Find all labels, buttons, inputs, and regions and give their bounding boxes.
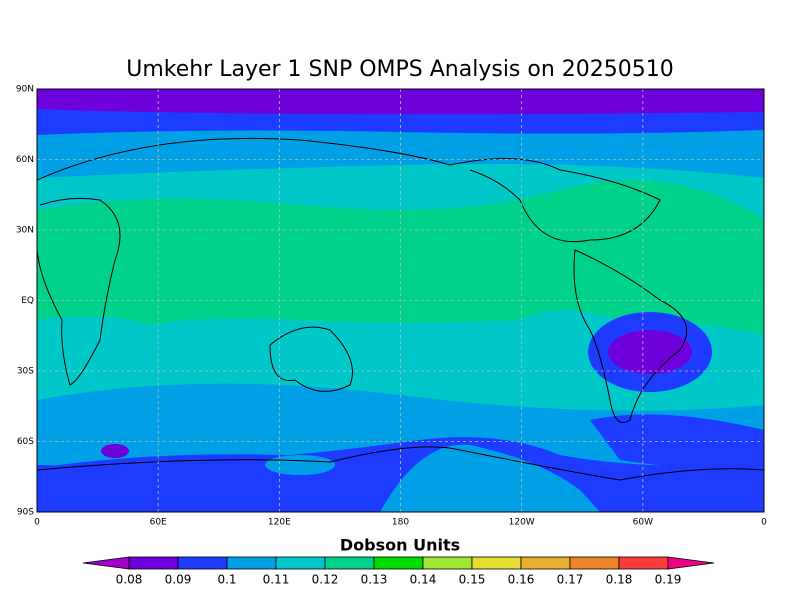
colorbar-label: 0.13 (361, 573, 388, 587)
lon-label: 60W (633, 518, 653, 528)
colorbar-title: Dobson Units (340, 536, 460, 555)
plot-frame (36, 88, 765, 513)
colorbar-box (177, 556, 228, 570)
lat-label: 60N (16, 155, 34, 165)
lat-label: 90S (17, 508, 34, 518)
graticule (37, 89, 764, 512)
colorbar-label: 0.12 (312, 573, 339, 587)
colorbar-box (226, 556, 277, 570)
lon-label: 0 (761, 518, 767, 528)
lon-label: 180 (392, 518, 409, 528)
colorbar-label: 0.1 (217, 573, 236, 587)
colorbar-label: 0.18 (606, 573, 633, 587)
lat-label: 30S (17, 367, 34, 377)
colorbar-box (324, 556, 375, 570)
colorbar-label: 0.16 (508, 573, 535, 587)
map-title: Umkehr Layer 1 SNP OMPS Analysis on 2025… (126, 57, 674, 82)
colorbar-box (422, 556, 473, 570)
colorbar-box (373, 556, 424, 570)
lat-label: 90N (16, 85, 34, 95)
lon-label: 120W (509, 518, 535, 528)
lat-label: 30N (16, 226, 34, 236)
colorbar-label: 0.08 (116, 573, 143, 587)
lat-label: EQ (21, 296, 34, 306)
lat-label: 60S (17, 437, 34, 447)
lon-label: 120E (268, 518, 291, 528)
colorbar-box (128, 556, 179, 570)
colorbar-label: 0.14 (410, 573, 437, 587)
colorbar-low-triangle (82, 556, 130, 570)
colorbar-label: 0.15 (459, 573, 486, 587)
lon-label: 60E (150, 518, 167, 528)
colorbar-box (520, 556, 571, 570)
colorbar-box (275, 556, 326, 570)
colorbar-box (618, 556, 669, 570)
colorbar-label: 0.17 (557, 573, 584, 587)
colorbar-box (471, 556, 522, 570)
colorbar-box (569, 556, 620, 570)
colorbar: 0.08 0.09 0.1 0.11 0.12 0.13 0.14 0.15 0.16 0.17 0… (82, 556, 715, 587)
colorbar-label: 0.11 (263, 573, 290, 587)
colorbar-label: 0.09 (165, 573, 192, 587)
colorbar-high-triangle (667, 556, 715, 570)
colorbar-label: 0.19 (655, 573, 682, 587)
lon-label: 0 (34, 518, 40, 528)
